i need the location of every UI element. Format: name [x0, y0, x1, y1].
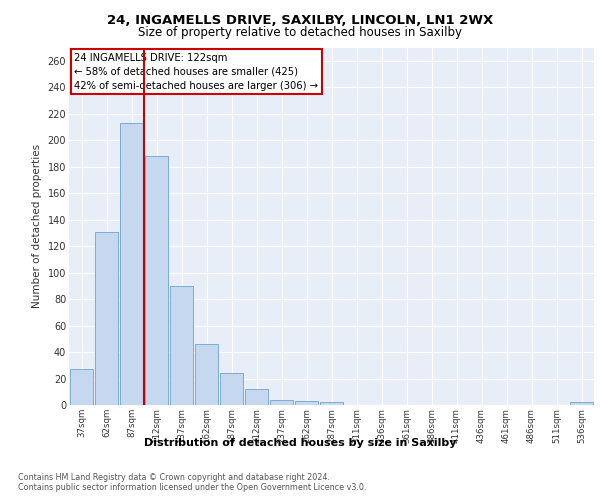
Bar: [170, 286, 193, 405]
Text: Size of property relative to detached houses in Saxilby: Size of property relative to detached ho…: [138, 26, 462, 39]
Bar: [195, 344, 218, 405]
Text: Distribution of detached houses by size in Saxilby: Distribution of detached houses by size …: [144, 438, 456, 448]
Bar: [120, 123, 143, 405]
Text: 24 INGAMELLS DRIVE: 122sqm
← 58% of detached houses are smaller (425)
42% of sem: 24 INGAMELLS DRIVE: 122sqm ← 58% of deta…: [74, 53, 318, 91]
Y-axis label: Number of detached properties: Number of detached properties: [32, 144, 42, 308]
Bar: [145, 156, 168, 405]
Bar: [70, 369, 93, 405]
Bar: [220, 373, 243, 405]
Bar: [95, 232, 118, 405]
Text: Contains HM Land Registry data © Crown copyright and database right 2024.: Contains HM Land Registry data © Crown c…: [18, 472, 330, 482]
Text: Contains public sector information licensed under the Open Government Licence v3: Contains public sector information licen…: [18, 484, 367, 492]
Bar: [270, 400, 293, 405]
Bar: [570, 402, 593, 405]
Bar: [295, 401, 318, 405]
Text: 24, INGAMELLS DRIVE, SAXILBY, LINCOLN, LN1 2WX: 24, INGAMELLS DRIVE, SAXILBY, LINCOLN, L…: [107, 14, 493, 27]
Bar: [245, 389, 268, 405]
Bar: [320, 402, 343, 405]
